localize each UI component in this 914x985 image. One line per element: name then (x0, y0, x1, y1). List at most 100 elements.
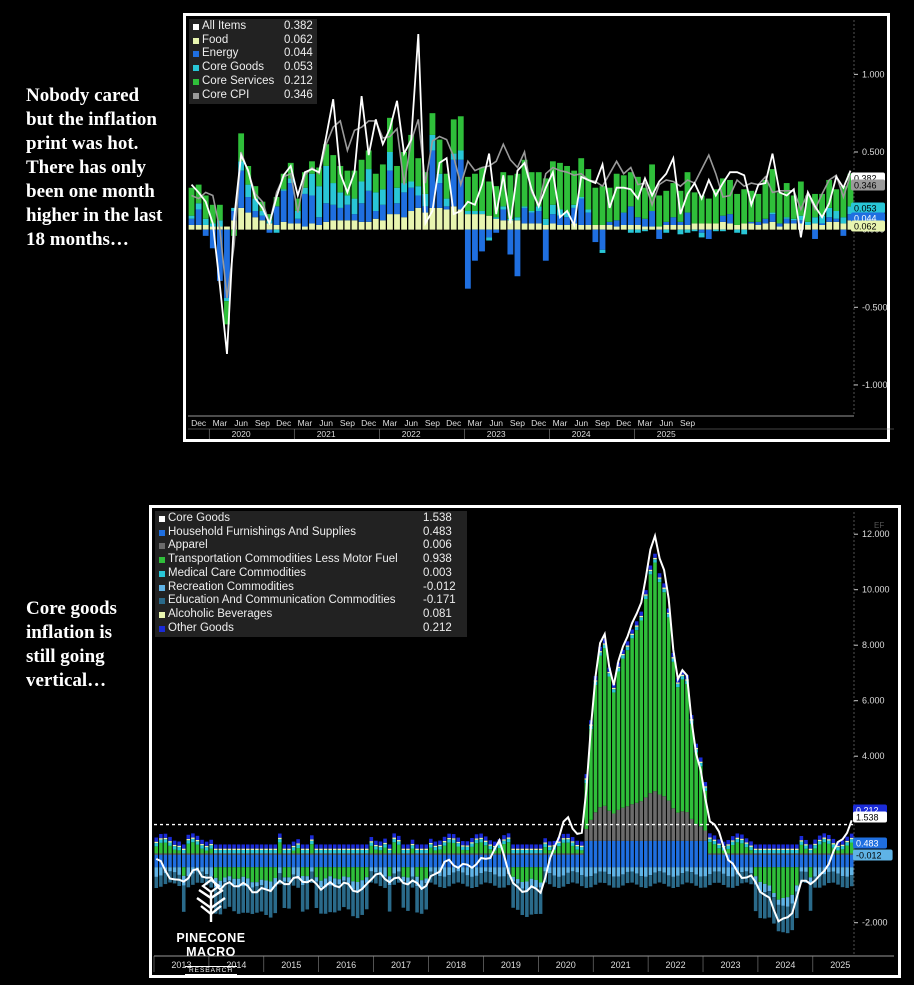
goods-bar-transport (552, 849, 557, 854)
cpi-bar-core-goods (479, 211, 485, 215)
goods-bar-recreation (342, 876, 346, 881)
goods-bar-alcohol (813, 843, 817, 846)
goods-bar-other (749, 841, 753, 846)
goods-bar-education (474, 875, 479, 887)
goods-bar-recreation (575, 867, 579, 873)
goods-x-year-label: 2022 (666, 960, 686, 970)
cpi-bar-energy (634, 217, 641, 225)
goods-bar-transport (506, 842, 511, 854)
goods-bar-medical (305, 849, 310, 854)
goods-bar-recreation (497, 867, 502, 877)
goods-bar-alcohol (657, 577, 662, 579)
goods-bar-education (593, 873, 598, 885)
cpi-value-tag-bg (851, 202, 885, 214)
goods-bar-recreation (602, 867, 607, 872)
cpi-bar-food (337, 220, 344, 230)
cpi-bar-core-services (486, 181, 493, 216)
cpi-bar-core-goods (486, 237, 493, 241)
goods-bar-transport (396, 844, 401, 854)
goods-x-year-label: 2016 (336, 960, 356, 970)
goods-bar-apparel (730, 853, 735, 855)
goods-bar-apparel (191, 853, 195, 855)
cpi-bar-energy (415, 195, 422, 208)
goods-bar-household (602, 840, 607, 868)
goods-y-tick-label: 4.000 (862, 751, 885, 761)
goods-bar-alcohol (195, 839, 200, 842)
goods-bar-household (415, 854, 419, 868)
goods-bar-other (314, 844, 319, 849)
goods-bar-education (163, 872, 168, 885)
goods-bar-alcohol (831, 843, 836, 845)
cpi-bar-core-services (202, 195, 209, 219)
goods-bar-education (172, 872, 177, 884)
goods-bar-transport (369, 845, 374, 854)
goods-bar-other (795, 844, 799, 849)
goods-bar-transport (827, 843, 831, 854)
goods-bar-medical (849, 839, 854, 843)
goods-bar-recreation (744, 867, 749, 872)
goods-bar-recreation (310, 867, 314, 872)
cpi-bar-food (557, 224, 563, 230)
goods-bar-apparel (671, 808, 676, 841)
goods-bar-alcohol (708, 837, 712, 839)
goods-bar-other (172, 840, 177, 845)
cpi-bar-core-services (840, 186, 847, 218)
goods-bar-medical (479, 839, 483, 843)
goods-legend-value: 0.081 (423, 607, 452, 620)
goods-bar-transport (438, 849, 442, 854)
goods-bar-household (790, 854, 795, 868)
goods-bar-apparel (575, 853, 579, 855)
cpi-value-tag-text: 0.053 (854, 204, 877, 214)
goods-bar-education (236, 887, 241, 914)
goods-bar-transport (657, 582, 662, 795)
core-goods-chart-canvas: 12.00010.0008.0006.0004.0002.000-2.000EF… (153, 512, 894, 972)
goods-bar-household (387, 854, 392, 868)
goods-bar-education (845, 876, 849, 888)
goods-bar-apparel (790, 853, 795, 855)
goods-legend-value: -0.012 (423, 580, 456, 593)
goods-bar-recreation (666, 867, 671, 876)
cpi-bar-core-goods (245, 184, 252, 198)
goods-bar-medical (488, 845, 493, 850)
goods-bar-education (561, 875, 566, 887)
goods-bar-alcohol (735, 837, 740, 840)
goods-bar-medical (767, 849, 772, 854)
goods-bar-alcohol (296, 843, 300, 845)
goods-bar-education (438, 876, 442, 888)
goods-bar-recreation (227, 876, 232, 881)
goods-bar-alcohol (447, 837, 451, 840)
cpi-bar-food (252, 217, 259, 230)
goods-bar-other (154, 837, 159, 842)
goods-bar-alcohol (470, 842, 474, 844)
cpi-bar-core-goods (542, 218, 549, 225)
goods-bar-other (246, 844, 250, 849)
goods-bar-recreation (840, 867, 845, 877)
goods-bar-apparel (305, 853, 310, 855)
goods-bar-recreation (694, 867, 698, 875)
cpi-bar-core-goods (259, 211, 266, 216)
goods-bar-medical (172, 846, 177, 850)
goods-bar-transport (419, 867, 424, 881)
cpi-bar-food (273, 224, 280, 230)
goods-bar-other (300, 844, 305, 849)
goods-legend-value: 1.538 (423, 512, 452, 524)
goods-bar-recreation (763, 883, 767, 893)
goods-bar-education (552, 875, 557, 887)
goods-bar-household (351, 854, 355, 868)
cpi-value-tag-text: 0.346 (854, 181, 877, 191)
goods-bar-medical (698, 762, 703, 767)
goods-bar-other (410, 839, 415, 844)
goods-bar-household (827, 854, 831, 868)
cpi-line-all-items (190, 33, 852, 354)
goods-legend-swatch (159, 543, 165, 550)
goods-bar-transport (200, 848, 204, 854)
cpi-bar-food (691, 223, 698, 230)
goods-bar-apparel (763, 853, 767, 855)
pinecone-macro-logo: PINECONE MACRO RESEARCH (156, 878, 266, 977)
goods-bar-household (227, 854, 232, 868)
goods-bar-recreation (369, 867, 374, 872)
goods-bar-other (666, 608, 671, 613)
goods-bar-apparel (666, 800, 671, 841)
cpi-bar-energy (344, 204, 351, 221)
cpi-value-tag-bg (851, 179, 885, 191)
